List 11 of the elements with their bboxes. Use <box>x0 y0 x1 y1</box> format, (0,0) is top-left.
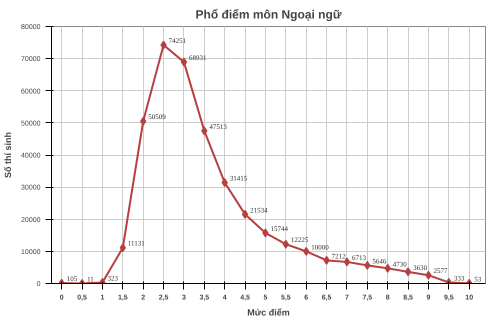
x-axis-title: Mức điểm <box>247 308 290 318</box>
point <box>425 270 432 280</box>
chart-title: Phổ điểm môn Ngoại ngữ <box>195 8 342 22</box>
point <box>180 58 188 67</box>
point <box>323 256 330 265</box>
point <box>344 257 350 266</box>
point <box>404 267 412 276</box>
point <box>242 210 248 219</box>
point <box>160 40 167 50</box>
point <box>262 228 269 238</box>
y-axis-title: Số thí sinh <box>3 132 14 178</box>
